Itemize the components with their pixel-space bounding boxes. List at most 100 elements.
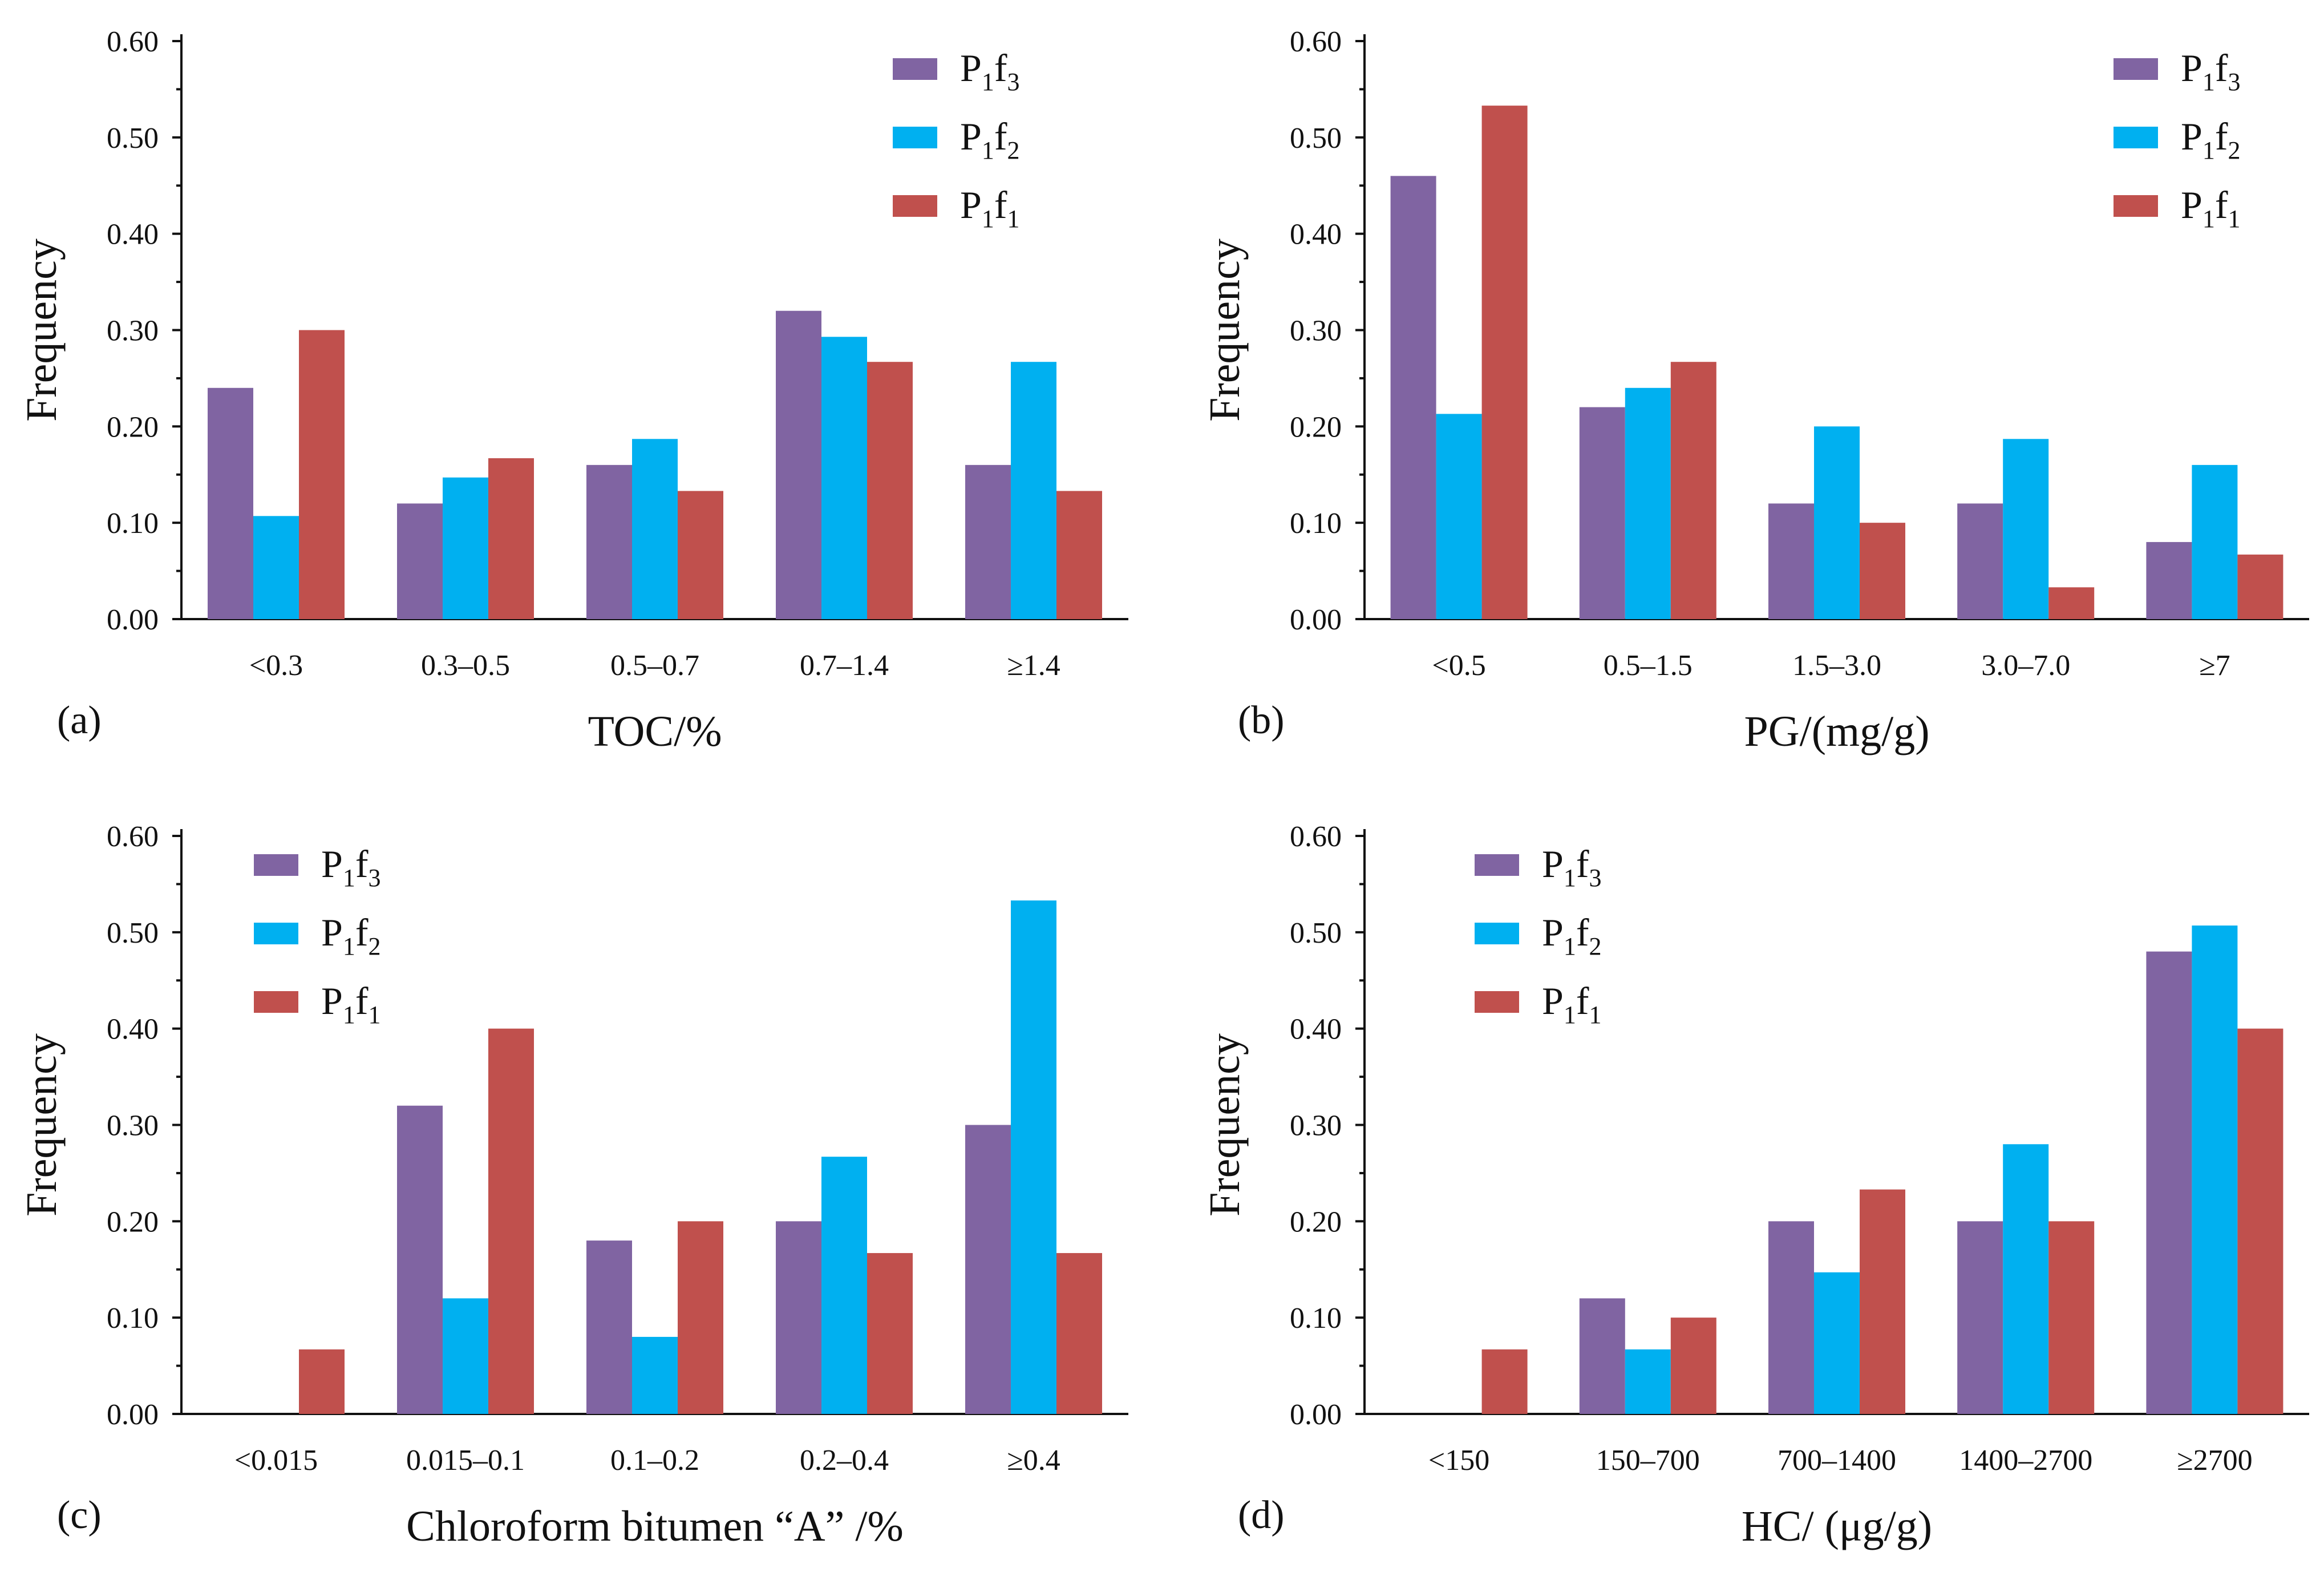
chart-panel-a: 0.00 0.10 0.20 0.30 0.40 0.50 0.60 <0.3 0.3–0.5 0… xyxy=(18,26,1128,755)
bar-p1f1-2 xyxy=(488,1028,534,1414)
bar-p1f1-2 xyxy=(488,458,534,619)
bar-p1f3-5 xyxy=(965,1125,1011,1414)
legend-text-part: 2 xyxy=(1589,932,1601,960)
x-tick-label: 0.7–1.4 xyxy=(800,649,889,682)
x-tick-label: ≥0.4 xyxy=(1007,1444,1060,1477)
bar-p1f2-3 xyxy=(632,1336,678,1414)
bar-p1f3-2 xyxy=(1579,1298,1625,1414)
bar-p1f1-5 xyxy=(1056,491,1102,619)
bar-p1f3-3 xyxy=(1768,503,1814,619)
legend-label-p1f1: P1f1 xyxy=(1542,979,1601,1029)
legend-text-part: 1 xyxy=(1589,1001,1601,1029)
legend-label-p1f1: P1f1 xyxy=(960,183,1019,233)
legend-text-part: f xyxy=(2215,115,2228,158)
bar-p1f2-5 xyxy=(2192,926,2238,1414)
bar-p1f2-4 xyxy=(821,337,867,619)
bar-p1f2-2 xyxy=(443,477,488,619)
bar-p1f1-3 xyxy=(1860,523,1905,619)
y-tick-label: 0.50 xyxy=(107,917,159,949)
bar-p1f3-3 xyxy=(586,464,632,619)
y-tick-label: 0.60 xyxy=(107,821,159,853)
bar-p1f1-3 xyxy=(1860,1189,1905,1414)
x-tick-label: ≥7 xyxy=(2199,649,2230,682)
y-axis-title: Frequency xyxy=(18,239,66,422)
y-tick-label: 0.60 xyxy=(1290,821,1342,853)
legend-swatch-p1f2 xyxy=(254,923,298,944)
bar-p1f3-5 xyxy=(2146,541,2192,619)
x-tick-label: 700–1400 xyxy=(1778,1444,1896,1477)
legend-text-part: P xyxy=(321,979,343,1023)
bar-p1f2-2 xyxy=(443,1298,488,1414)
bar-p1f3-4 xyxy=(776,310,821,619)
y-tick-label: 0.20 xyxy=(107,411,159,443)
y-tick-label: 0.40 xyxy=(1290,219,1342,251)
bar-p1f1-4 xyxy=(2048,587,2095,619)
chart-panel-d: 0.00 0.10 0.20 0.30 0.40 0.50 0.60 <150 150–700 7… xyxy=(1201,821,2309,1550)
bar-p1f1-5 xyxy=(2237,554,2283,619)
legend-text-part: 1 xyxy=(982,136,994,164)
chart-panel-c: 0.00 0.10 0.20 0.30 0.40 0.50 0.60 <0.015 0.015–… xyxy=(18,821,1128,1550)
bar-p1f2-5 xyxy=(1011,900,1056,1414)
bar-p1f2-5 xyxy=(2192,464,2238,619)
legend-text-part: 1 xyxy=(982,68,994,96)
legend-text-part: P xyxy=(2181,46,2202,90)
x-tick-label: 0.3–0.5 xyxy=(421,649,510,682)
legend-text-part: f xyxy=(1576,842,1589,886)
bar-p1f1-2 xyxy=(1670,1318,1716,1414)
bar-p1f1-5 xyxy=(2237,1028,2283,1414)
x-tick-label: 0.1–0.2 xyxy=(610,1444,699,1477)
y-axis-title: Frequency xyxy=(1201,1033,1249,1217)
legend-text-part: P xyxy=(321,842,343,886)
bar-p1f2-1 xyxy=(253,516,299,619)
y-tick-label: 0.00 xyxy=(107,1399,159,1431)
legend-text-part: 1 xyxy=(1564,1001,1576,1029)
x-tick-label: ≥2700 xyxy=(2177,1444,2253,1477)
bar-p1f3-1 xyxy=(1390,176,1436,619)
bar-p1f1-4 xyxy=(867,1253,913,1414)
legend-swatch-p1f1 xyxy=(2114,195,2158,217)
legend-text-part: 1 xyxy=(343,864,355,892)
x-tick-label: <0.5 xyxy=(1432,649,1485,682)
y-tick-label: 0.10 xyxy=(107,1302,159,1335)
y-tick-label: 0.00 xyxy=(1290,1399,1342,1431)
legend-label-p1f1: P1f1 xyxy=(321,979,380,1029)
bar-p1f1-3 xyxy=(678,1221,723,1414)
y-tick-label: 0.60 xyxy=(107,26,159,58)
y-tick-label: 0.30 xyxy=(107,1110,159,1142)
bar-p1f3-1 xyxy=(208,387,253,619)
x-tick-label: 3.0–7.0 xyxy=(1981,649,2070,682)
bar-p1f3-5 xyxy=(965,464,1011,619)
legend-swatch-p1f1 xyxy=(1475,991,1519,1013)
y-tick-label: 0.20 xyxy=(1290,411,1342,443)
legend-label-p1f3: P1f3 xyxy=(321,842,380,892)
legend-text-part: P xyxy=(2181,115,2202,158)
legend-swatch-p1f1 xyxy=(254,991,298,1013)
legend-text-part: 1 xyxy=(2202,205,2215,233)
legend-label-p1f1: P1f1 xyxy=(2181,183,2240,233)
bar-p1f2-4 xyxy=(2003,1144,2049,1414)
y-tick-label: 0.20 xyxy=(1290,1206,1342,1238)
panel-label: (d) xyxy=(1238,1493,1285,1537)
bar-p1f3-5 xyxy=(2146,951,2192,1414)
x-axis-title: HC/ (μg/g) xyxy=(1742,1502,1932,1550)
legend-text-part: 1 xyxy=(343,932,355,960)
legend-swatch-p1f2 xyxy=(1475,923,1519,944)
x-axis-title: TOC/% xyxy=(588,708,722,755)
legend-text-part: 2 xyxy=(1007,136,1019,164)
bar-p1f1-4 xyxy=(867,362,913,619)
legend-text-part: f xyxy=(355,979,369,1023)
x-tick-label: <0.015 xyxy=(234,1444,318,1477)
y-tick-label: 0.40 xyxy=(107,219,159,251)
legend-text-part: 1 xyxy=(982,205,994,233)
bar-p1f2-1 xyxy=(1436,414,1482,619)
bar-p1f1-5 xyxy=(1056,1253,1102,1414)
legend-label-p1f2: P1f2 xyxy=(960,115,1019,164)
bar-p1f3-3 xyxy=(1768,1221,1814,1414)
bar-p1f2-3 xyxy=(1814,1272,1860,1414)
y-tick-label: 0.00 xyxy=(1290,604,1342,636)
legend-text-part: f xyxy=(994,115,1007,158)
y-tick-label: 0.50 xyxy=(1290,917,1342,949)
